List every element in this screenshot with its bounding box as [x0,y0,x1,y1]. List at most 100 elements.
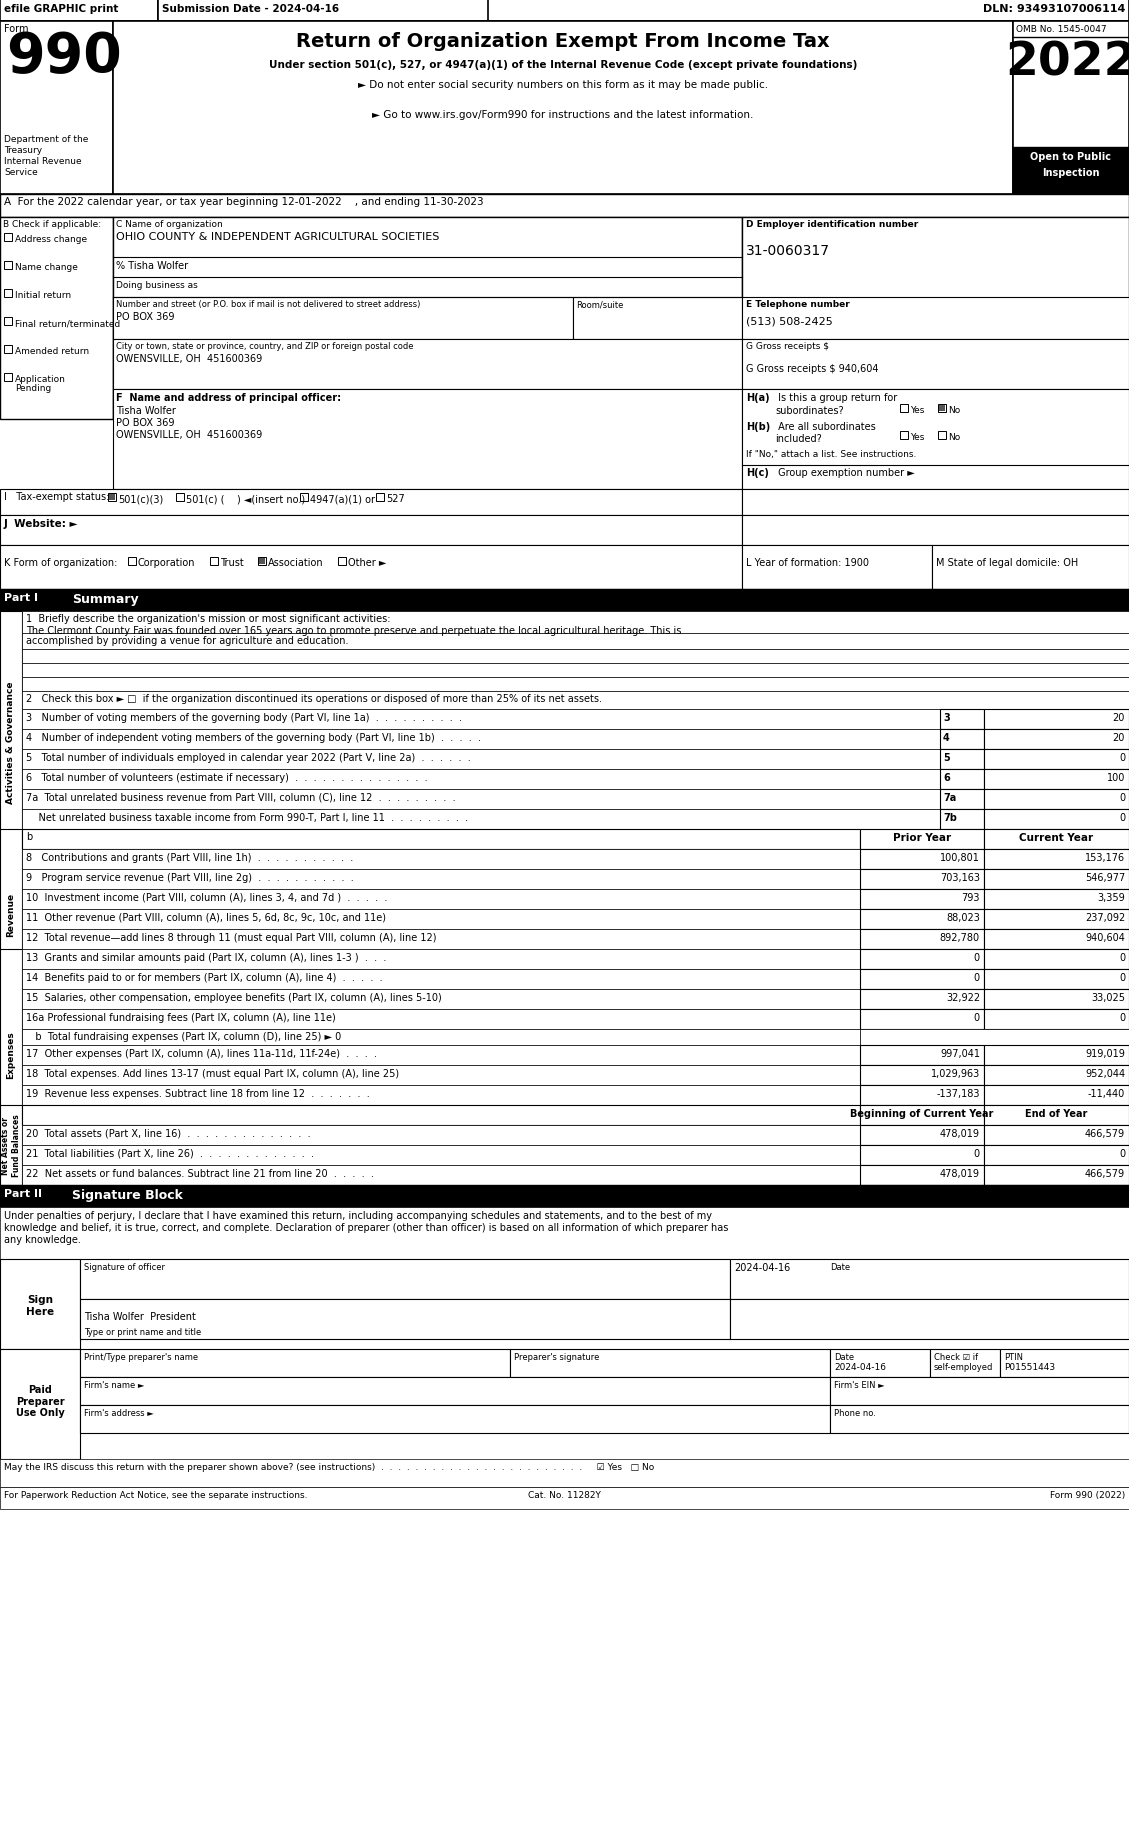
Text: Yes: Yes [910,432,925,441]
Bar [938,404,946,414]
Text: Part I: Part I [5,593,38,602]
Bar [21,1045,860,1065]
Text: 466,579: 466,579 [1085,1168,1124,1179]
Text: 478,019: 478,019 [940,1129,980,1138]
Text: 2024-04-16: 2024-04-16 [834,1362,886,1371]
Text: Association: Association [268,558,324,567]
Text: Firm's address ►: Firm's address ► [84,1409,154,1416]
Bar [80,1349,510,1378]
Text: Corporation: Corporation [138,558,195,567]
Text: Paid
Preparer
Use Only: Paid Preparer Use Only [16,1383,64,1418]
Bar [984,750,1129,770]
Text: (513) 508-2425: (513) 508-2425 [746,317,833,326]
Text: 0: 0 [1119,813,1124,822]
Text: 4: 4 [943,732,949,743]
Text: 16a Professional fundraising fees (Part IX, column (A), line 11e): 16a Professional fundraising fees (Part … [26,1012,335,1023]
Bar [0,1459,1129,1488]
Bar [128,558,135,565]
Bar [0,194,1129,218]
Bar [984,1085,1129,1105]
Text: D Employer identification number: D Employer identification number [746,220,918,229]
Text: 466,579: 466,579 [1085,1129,1124,1138]
Bar [21,1125,860,1146]
Text: E Telephone number: E Telephone number [746,300,850,309]
Bar [860,970,984,990]
Bar [860,950,984,970]
Bar [259,558,266,565]
Text: Form: Form [5,24,28,35]
Text: 0: 0 [1119,972,1124,983]
Text: ► Go to www.irs.gov/Form990 for instructions and the latest information.: ► Go to www.irs.gov/Form990 for instruct… [373,110,754,121]
Text: Is this a group return for: Is this a group return for [774,393,898,403]
Bar [113,390,742,490]
Bar [80,1378,830,1405]
Bar [860,990,984,1010]
Text: 33,025: 33,025 [1091,992,1124,1003]
Bar [984,889,1129,910]
Bar [158,0,488,22]
Bar [21,970,860,990]
Bar [730,1259,1129,1299]
Text: Net unrelated business taxable income from Form 990-T, Part I, line 11  .  .  . : Net unrelated business taxable income fr… [26,813,469,822]
Text: Final return/terminated: Final return/terminated [15,318,121,328]
Text: 7a: 7a [943,792,956,803]
Text: Revenue: Revenue [7,893,16,937]
Text: If "No," attach a list. See instructions.: If "No," attach a list. See instructions… [746,450,917,459]
Text: May the IRS discuss this return with the preparer shown above? (see instructions: May the IRS discuss this return with the… [5,1462,654,1471]
Text: Amended return: Amended return [15,348,89,355]
Text: 3   Number of voting members of the governing body (Part VI, line 1a)  .  .  .  : 3 Number of voting members of the govern… [26,712,462,723]
Text: City or town, state or province, country, and ZIP or foreign postal code: City or town, state or province, country… [116,342,413,351]
Bar [113,218,742,419]
Text: Doing business as: Doing business as [116,280,198,289]
Text: Yes: Yes [910,406,925,415]
Text: End of Year: End of Year [1025,1109,1087,1118]
Text: 6   Total number of volunteers (estimate if necessary)  .  .  .  .  .  .  .  .  : 6 Total number of volunteers (estimate i… [26,772,428,783]
Text: 997,041: 997,041 [940,1049,980,1058]
Text: 22  Net assets or fund balances. Subtract line 21 from line 20  .  .  .  .  .: 22 Net assets or fund balances. Subtract… [26,1168,374,1179]
Text: 0: 0 [974,1149,980,1158]
Text: 501(c) (    ) ◄(insert no.): 501(c) ( ) ◄(insert no.) [186,494,305,503]
Bar [21,930,860,950]
Bar [574,298,742,340]
Bar [830,1349,930,1378]
Bar [742,390,1129,490]
Text: Activities & Governance: Activities & Governance [7,681,16,803]
Text: Other ►: Other ► [348,558,386,567]
Bar [5,289,12,298]
Bar [80,1259,730,1299]
Text: Pending: Pending [15,384,51,393]
Text: Internal Revenue: Internal Revenue [5,157,81,167]
Bar [984,730,1129,750]
Text: 7a  Total unrelated business revenue from Part VIII, column (C), line 12  .  .  : 7a Total unrelated business revenue from… [26,792,456,803]
Text: Tisha Wolfer  President: Tisha Wolfer President [84,1312,195,1321]
Text: 19  Revenue less expenses. Subtract line 18 from line 12  .  .  .  .  .  .  .: 19 Revenue less expenses. Subtract line … [26,1089,370,1098]
Bar [0,545,742,589]
Bar [860,1045,984,1065]
Text: Initial return: Initial return [15,291,71,300]
Bar [860,829,984,849]
Text: 153,176: 153,176 [1085,853,1124,862]
Text: Open to Public: Open to Public [1031,152,1111,161]
Text: 3,359: 3,359 [1097,893,1124,902]
Text: Cat. No. 11282Y: Cat. No. 11282Y [527,1490,601,1499]
Text: Expenses: Expenses [7,1030,16,1078]
Text: 703,163: 703,163 [940,873,980,882]
Text: 20: 20 [1112,732,1124,743]
Bar [860,869,984,889]
Text: Under penalties of perjury, I declare that I have examined this return, includin: Under penalties of perjury, I declare th… [5,1210,712,1221]
Bar [860,1065,984,1085]
Text: Department of the: Department of the [5,135,88,145]
Bar [5,262,12,269]
Text: -137,183: -137,183 [936,1089,980,1098]
Bar [984,710,1129,730]
Bar [21,1030,860,1045]
Bar [984,910,1129,930]
Bar [0,1349,80,1459]
Bar [940,770,984,789]
Text: 237,092: 237,092 [1085,913,1124,922]
Bar [21,664,1129,677]
Bar [940,750,984,770]
Text: Tisha Wolfer: Tisha Wolfer [116,406,176,415]
Bar [108,494,116,501]
Text: Address change: Address change [15,234,87,243]
